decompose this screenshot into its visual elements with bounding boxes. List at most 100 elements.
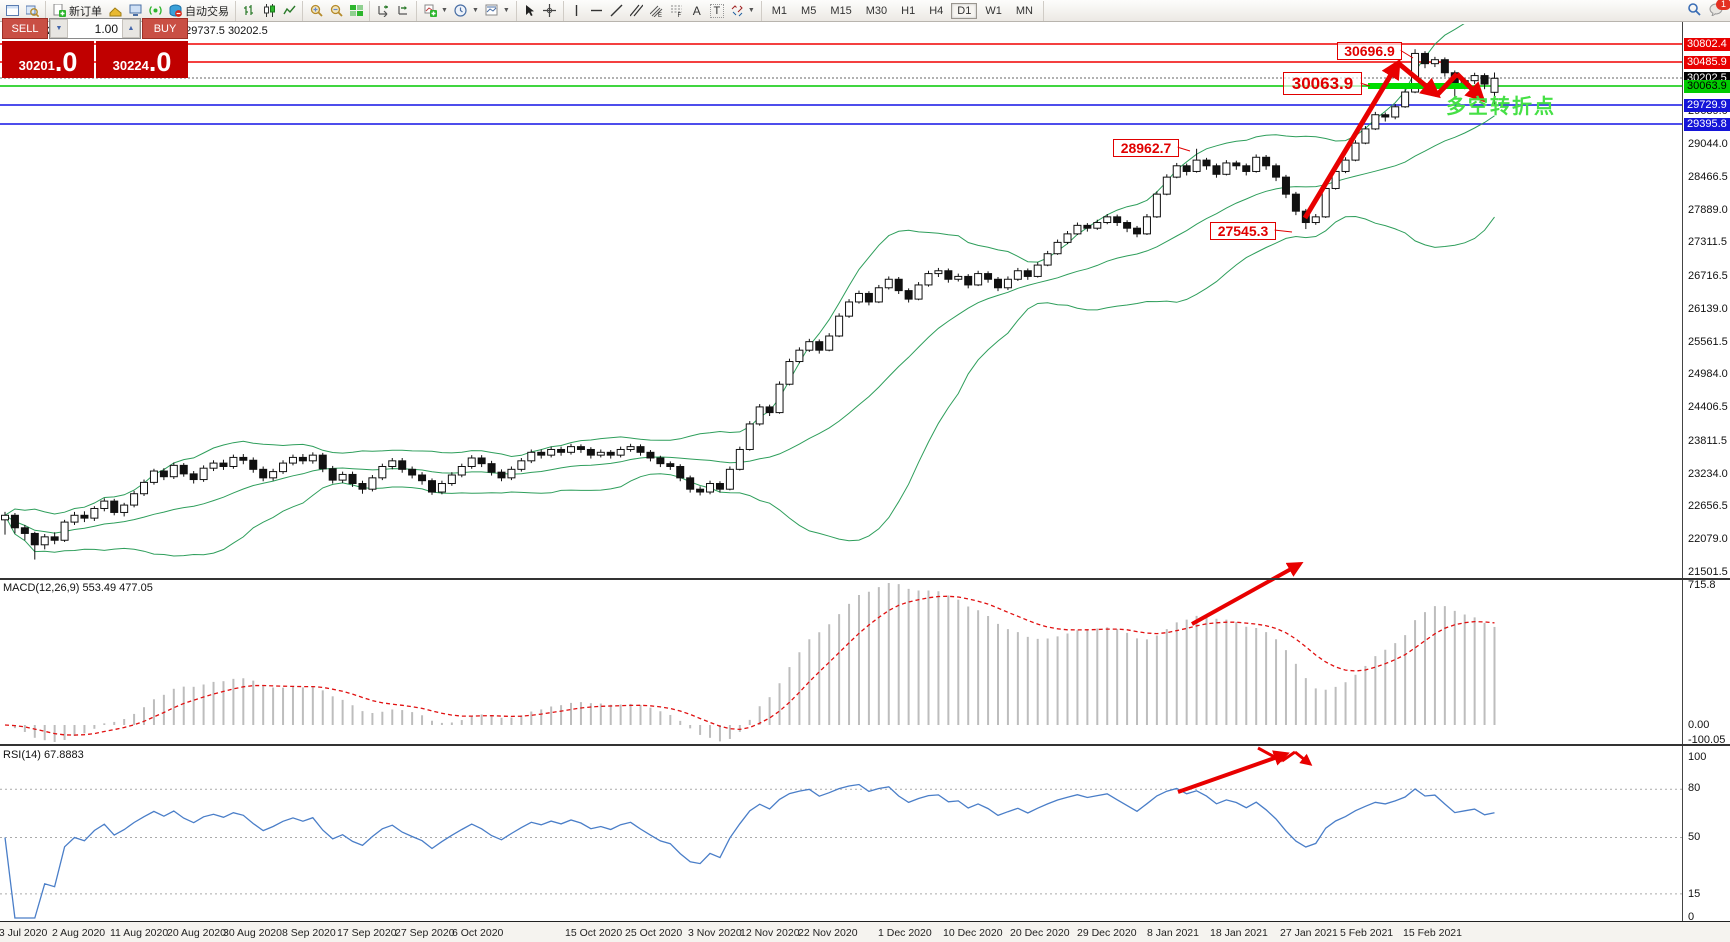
- rsi-label: RSI(14) 67.8883: [3, 749, 84, 761]
- chat-button[interactable]: 1: [1709, 0, 1730, 19]
- cursor-tool-button[interactable]: [520, 2, 540, 20]
- buy-price-button[interactable]: 30224 .0: [96, 41, 188, 78]
- candle: [606, 451, 615, 456]
- price-annotation-box[interactable]: 27545.3: [1210, 222, 1276, 240]
- timeframe-button-w1[interactable]: W1: [985, 4, 1002, 17]
- timeframe-button-m5[interactable]: M5: [801, 4, 817, 17]
- timeframe-button-mn[interactable]: MN: [1015, 4, 1033, 17]
- candle: [70, 514, 79, 523]
- main-toolbar: 新订单 自动交易 ▼ ▼ ▼ E F A T ▼: [0, 0, 1730, 22]
- candle: [725, 468, 734, 490]
- volume-field: ▼ 1.00 ▲: [49, 18, 141, 39]
- timeframe-button-m1[interactable]: M1: [771, 4, 788, 17]
- sell-price-button[interactable]: 30201 .0: [2, 41, 94, 78]
- date-label: 17 Sep 2020: [337, 927, 397, 939]
- candle: [398, 460, 407, 470]
- fibonacci-tool[interactable]: F: [667, 2, 687, 20]
- candle: [140, 481, 149, 495]
- new-chart-button[interactable]: [3, 2, 22, 20]
- candle: [388, 460, 397, 467]
- candle: [527, 451, 536, 462]
- annotation-arrows[interactable]: [1176, 49, 1486, 794]
- chart-canvas[interactable]: [0, 22, 1730, 941]
- date-label: 10 Dec 2020: [943, 927, 1003, 939]
- candle: [944, 270, 953, 280]
- candle: [626, 446, 635, 450]
- one-click-trading-panel: SELL ▼ 1.00 ▲ BUY 30201 .0 30224 .0: [2, 18, 188, 78]
- timeframe-button-m30[interactable]: M30: [865, 4, 888, 17]
- bar-chart-button[interactable]: [239, 2, 259, 20]
- candle: [1162, 176, 1171, 195]
- auto-scroll-button[interactable]: [373, 2, 393, 20]
- chart-shift-button[interactable]: [393, 2, 413, 20]
- support-zone-bar[interactable]: [1368, 83, 1470, 89]
- market-watch-button[interactable]: [105, 2, 125, 20]
- buy-button[interactable]: BUY: [142, 18, 188, 39]
- line-chart-button[interactable]: [279, 2, 299, 20]
- profiles-button[interactable]: [22, 2, 42, 20]
- chart-area[interactable]: ▲ JPN225-,Daily 29955.0 30305.0 29737.5 …: [0, 22, 1730, 942]
- bollinger-lower-band: [4, 215, 1495, 557]
- date-label: 20 Dec 2020: [1010, 927, 1070, 939]
- sell-button[interactable]: SELL: [2, 18, 48, 39]
- candle: [80, 514, 89, 519]
- text-tool[interactable]: A: [687, 2, 707, 20]
- candle: [1430, 59, 1439, 65]
- candle: [964, 275, 973, 286]
- candle: [318, 454, 327, 470]
- candle: [288, 456, 297, 464]
- date-label: 22 Nov 2020: [798, 927, 858, 939]
- timeframe-button-m15[interactable]: M15: [830, 4, 852, 17]
- volume-increase-button[interactable]: ▲: [122, 19, 140, 38]
- line-chart-icon: [282, 4, 296, 18]
- crosshair-tool-button[interactable]: [540, 2, 560, 20]
- candle: [904, 290, 913, 300]
- candle: [40, 536, 49, 546]
- timeframe-button-d1[interactable]: D1: [951, 2, 978, 19]
- text-label-icon: T: [709, 3, 724, 18]
- data-window-button[interactable]: [125, 2, 145, 20]
- search-button[interactable]: [1687, 2, 1701, 19]
- price-annotation-box[interactable]: 30063.9: [1283, 72, 1362, 95]
- candlestick-chart-button[interactable]: [259, 2, 279, 20]
- equidistant-channel-tool[interactable]: E: [647, 2, 667, 20]
- vertical-line-tool[interactable]: [567, 2, 587, 20]
- timeframe-button-h1[interactable]: H1: [901, 4, 916, 17]
- periods-button[interactable]: ▼: [451, 2, 482, 20]
- trendline-tool[interactable]: [607, 2, 627, 20]
- window-icon: [6, 5, 19, 16]
- text-label-tool[interactable]: T: [707, 2, 727, 20]
- candle: [179, 464, 188, 475]
- zoom-in-button[interactable]: [306, 2, 326, 20]
- candle: [249, 459, 258, 470]
- templates-button[interactable]: ▼: [482, 2, 513, 20]
- arrows-tool[interactable]: ▼: [727, 2, 758, 20]
- signals-button[interactable]: [145, 2, 165, 20]
- price-annotation-box[interactable]: 28962.7: [1113, 139, 1179, 157]
- channel-tool[interactable]: [627, 2, 647, 20]
- candle: [835, 315, 844, 337]
- candle: [1371, 114, 1380, 130]
- candle: [1281, 176, 1290, 195]
- candle: [30, 532, 39, 546]
- candle: [795, 349, 804, 363]
- macd-pane-separator[interactable]: [0, 578, 1730, 580]
- price-annotation-box[interactable]: 30696.9: [1337, 42, 1402, 60]
- tile-windows-button[interactable]: [346, 2, 366, 20]
- new-order-button[interactable]: 新订单: [49, 2, 105, 20]
- svg-text:F: F: [678, 13, 682, 17]
- rsi-pane-separator[interactable]: [0, 744, 1730, 746]
- indicators-button[interactable]: ▼: [420, 2, 451, 20]
- signal-icon: [148, 4, 162, 18]
- autotrading-button[interactable]: 自动交易: [165, 2, 232, 20]
- candle: [696, 488, 705, 493]
- candle: [1063, 233, 1072, 243]
- timeframe-button-h4[interactable]: H4: [929, 4, 944, 17]
- volume-input[interactable]: 1.00: [94, 21, 118, 36]
- candle: [279, 462, 288, 473]
- date-label: 5 Feb 2021: [1340, 927, 1394, 939]
- volume-decrease-button[interactable]: ▼: [50, 19, 68, 38]
- horizontal-line-tool[interactable]: [587, 2, 607, 20]
- zoom-out-button[interactable]: [326, 2, 346, 20]
